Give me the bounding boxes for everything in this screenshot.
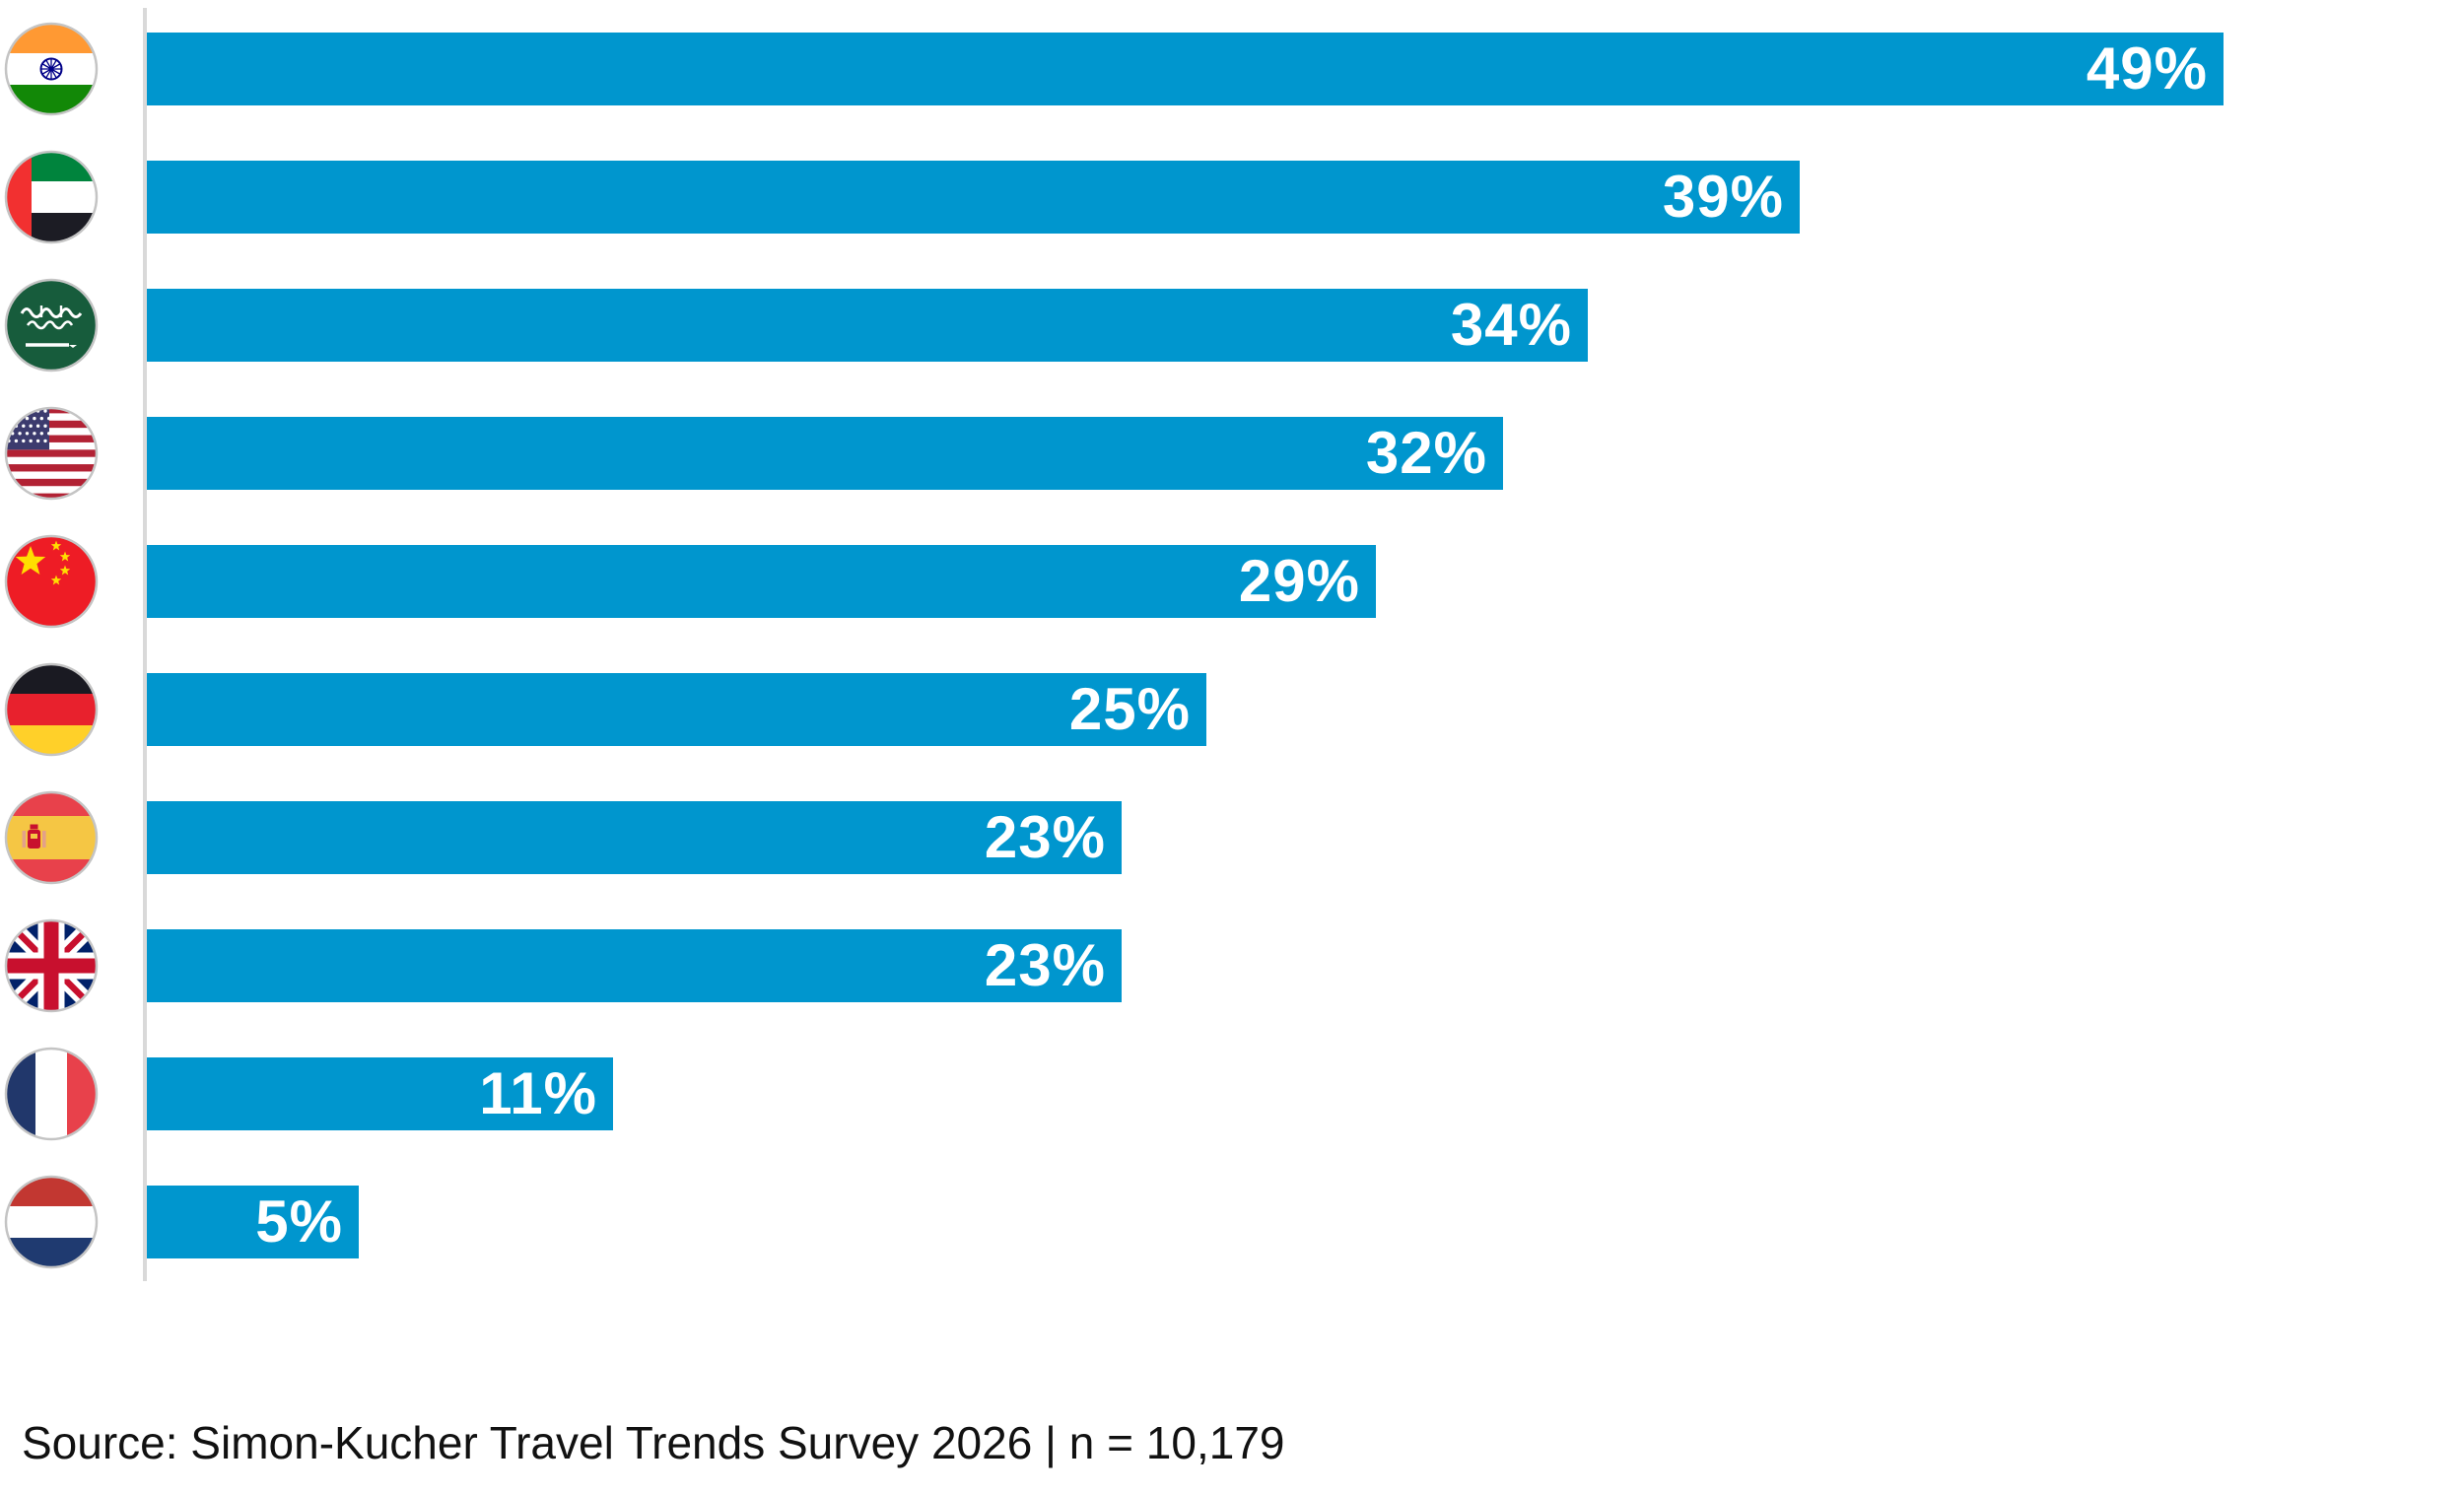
chart-row-netherlands: 5% <box>0 1175 2464 1269</box>
bar-value-label: 5% <box>255 1188 343 1255</box>
chart-row-france: 11% <box>0 1047 2464 1141</box>
bar-value-label: 39% <box>1662 164 1784 230</box>
chart-row-india: 49% <box>0 22 2464 116</box>
chart-row-china: 29% <box>0 534 2464 629</box>
chart-row-saudi-arabia: 34% <box>0 278 2464 373</box>
bar-france: 11% <box>147 1057 613 1130</box>
bar-india: 49% <box>147 33 2224 105</box>
spain-flag-icon <box>4 790 99 885</box>
chart-row-united-arab-emirates: 39% <box>0 150 2464 244</box>
germany-flag-icon <box>4 662 99 757</box>
source-note: Source: Simon-Kucher Travel Trends Surve… <box>22 1417 1285 1468</box>
bar-value-label: 49% <box>2086 35 2208 102</box>
bar-saudi-arabia: 34% <box>147 289 1588 362</box>
india-flag-icon <box>4 22 99 116</box>
bar-value-label: 29% <box>1238 548 1360 614</box>
usa-flag-icon <box>4 406 99 501</box>
bar-value-label: 23% <box>984 932 1106 998</box>
bar-netherlands: 5% <box>147 1186 359 1258</box>
chart-row-united-states: 32% <box>0 406 2464 501</box>
chart-row-united-kingdom: 23% <box>0 918 2464 1013</box>
bar-germany: 25% <box>147 673 1206 746</box>
uae-flag-icon <box>4 150 99 244</box>
y-axis-line <box>143 8 147 1281</box>
bar-united-arab-emirates: 39% <box>147 161 1800 234</box>
bar-value-label: 25% <box>1068 676 1191 742</box>
france-flag-icon <box>4 1047 99 1141</box>
bar-united-kingdom: 23% <box>147 929 1122 1002</box>
bar-value-label: 11% <box>479 1060 597 1126</box>
bar-value-label: 32% <box>1365 420 1487 486</box>
bar-china: 29% <box>147 545 1376 618</box>
bar-spain: 23% <box>147 801 1122 874</box>
china-flag-icon <box>4 534 99 629</box>
chart-row-germany: 25% <box>0 662 2464 757</box>
bar-value-label: 23% <box>984 804 1106 870</box>
saudi-arabia-flag-icon <box>4 278 99 373</box>
chart-row-spain: 23% <box>0 790 2464 885</box>
netherlands-flag-icon <box>4 1175 99 1269</box>
bar-value-label: 34% <box>1450 292 1572 358</box>
bar-united-states: 32% <box>147 417 1503 490</box>
uk-flag-icon <box>4 918 99 1013</box>
